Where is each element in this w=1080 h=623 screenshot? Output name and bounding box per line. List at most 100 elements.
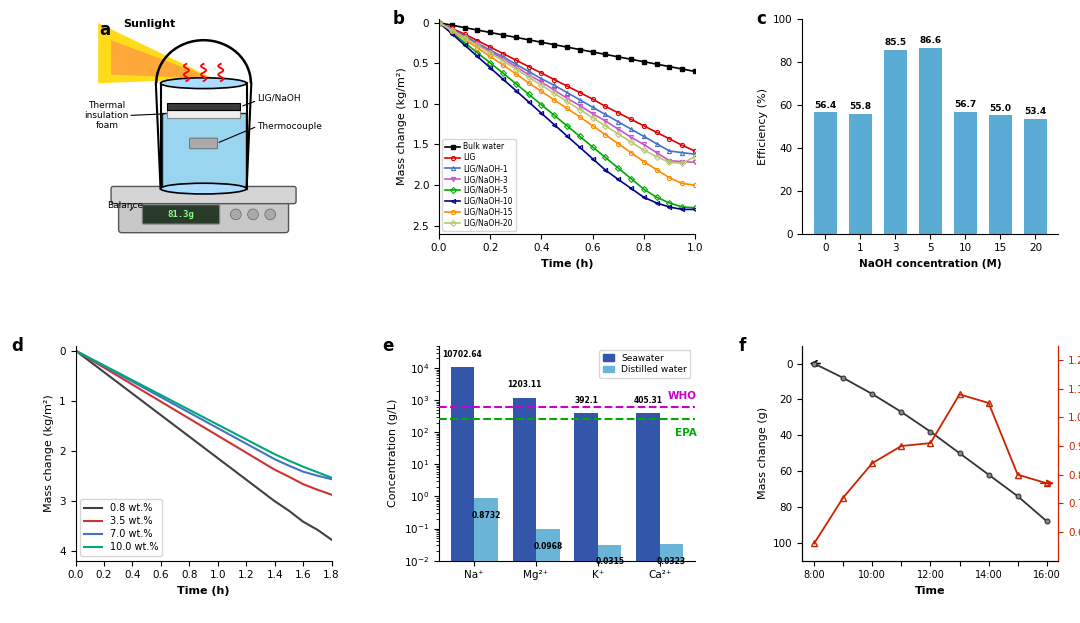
0.8 wt.% [226,465,239,473]
7.0 wt.% [83,354,96,362]
LIG/NaOH-5 [535,101,548,108]
7.0 wt.% [240,440,253,447]
Text: 10702.64: 10702.64 [443,350,483,359]
10.0 wt.% [282,457,295,464]
LIG/NaOH-1 [510,60,523,68]
Text: Thermal
insulation
foam: Thermal insulation foam [84,100,129,130]
Text: 0.0315: 0.0315 [595,558,624,566]
3.5 wt.% [240,449,253,457]
10.0 wt.% [69,347,82,354]
Y-axis label: Mass change (kg/m²): Mass change (kg/m²) [43,394,54,512]
7.0 wt.% [69,347,82,354]
7.0 wt.% [325,475,338,483]
Line: 7.0 wt.%: 7.0 wt.% [76,351,332,479]
LIG [471,37,484,44]
3.5 wt.% [226,440,239,448]
Line: LIG: LIG [437,21,697,153]
LIG [510,56,523,64]
LIG/NaOH-20 [548,90,561,97]
10.0 wt.% [212,421,225,429]
LIG [676,141,689,149]
LIG/NaOH-15 [663,174,676,181]
X-axis label: Time: Time [915,586,946,596]
Bulk water [445,21,458,29]
Text: Balance: Balance [107,201,143,211]
LIG/NaOH-20 [676,159,689,167]
FancyBboxPatch shape [143,205,219,224]
Ellipse shape [161,78,246,88]
Legend: 0.8 wt.%, 3.5 wt.%, 7.0 wt.%, 10.0 wt.%: 0.8 wt.%, 3.5 wt.%, 7.0 wt.%, 10.0 wt.% [81,499,162,556]
LIG/NaOH-5 [471,49,484,57]
10.0 wt.% [297,463,310,470]
0.8 wt.% [212,454,225,462]
Bar [885,50,907,234]
LIG/NaOH-3 [650,149,663,156]
3.5 wt.% [154,398,167,406]
0.8 wt.% [83,358,96,365]
LIG/NaOH-1 [497,53,510,60]
LIG/NaOH-5 [688,204,701,212]
Line: 3.5 wt.%: 3.5 wt.% [76,351,332,495]
0.8 wt.% [282,507,295,515]
LIG/NaOH-15 [676,179,689,187]
LIG/NaOH-10 [497,75,510,83]
LIG/NaOH-1 [573,96,586,103]
LIG [561,82,573,90]
0.8 wt.% [69,347,82,354]
0.8 wt.% [126,390,139,397]
7.0 wt.% [212,424,225,432]
Bar [989,115,1012,234]
LIG/NaOH-20 [458,34,471,42]
LIG [650,128,663,136]
LIG/NaOH-5 [522,90,535,98]
LIG/NaOH-3 [599,117,612,125]
LIG/NaOH-15 [688,181,701,189]
LIG/NaOH-1 [561,89,573,97]
WHO [468,404,481,411]
LIG/NaOH-15 [599,131,612,138]
LIG/NaOH-5 [599,154,612,161]
7.0 wt.% [282,462,295,469]
LIG/NaOH-10 [510,87,523,94]
LIG/NaOH-20 [497,57,510,65]
LIG/NaOH-10 [433,19,446,27]
Bulk water [433,19,446,27]
Bar [450,367,474,623]
Bar [636,413,660,623]
Circle shape [230,209,241,220]
LIG/NaOH-1 [535,75,548,82]
Line: LIG/NaOH-15: LIG/NaOH-15 [437,21,697,187]
LIG/NaOH-10 [471,53,484,60]
LIG/NaOH-20 [573,106,586,113]
LIG/NaOH-20 [522,74,535,81]
0.8 wt.% [111,379,124,387]
Bar [1024,119,1047,234]
Text: Sunlight: Sunlight [124,19,176,29]
LIG/NaOH-3 [676,158,689,165]
10.0 wt.% [97,362,110,369]
Text: LIG/NaOH: LIG/NaOH [257,94,301,103]
LIG/NaOH-10 [561,132,573,140]
Line: LIG/NaOH-3: LIG/NaOH-3 [437,21,697,164]
LIG/NaOH-3 [510,63,523,70]
0.8 wt.% [183,433,195,440]
7.0 wt.% [111,370,124,378]
Bulk water [663,63,676,70]
LIG/NaOH-3 [573,102,586,109]
Bulk water [650,60,663,68]
LIG/NaOH-10 [586,155,599,163]
10.0 wt.% [154,391,167,399]
0.8 wt.% [325,536,338,543]
Text: 0.0323: 0.0323 [657,557,686,566]
Bulk water [586,48,599,55]
Bulk water [458,24,471,31]
10.0 wt.% [83,354,96,362]
Line: LIG/NaOH-20: LIG/NaOH-20 [437,21,697,165]
LIG/NaOH-10 [624,184,637,192]
LIG/NaOH-20 [650,153,663,160]
LIG/NaOH-20 [561,98,573,105]
LIG [586,95,599,103]
Bulk water [561,44,573,51]
LIG/NaOH-15 [611,140,624,148]
LIG/NaOH-5 [433,19,446,27]
